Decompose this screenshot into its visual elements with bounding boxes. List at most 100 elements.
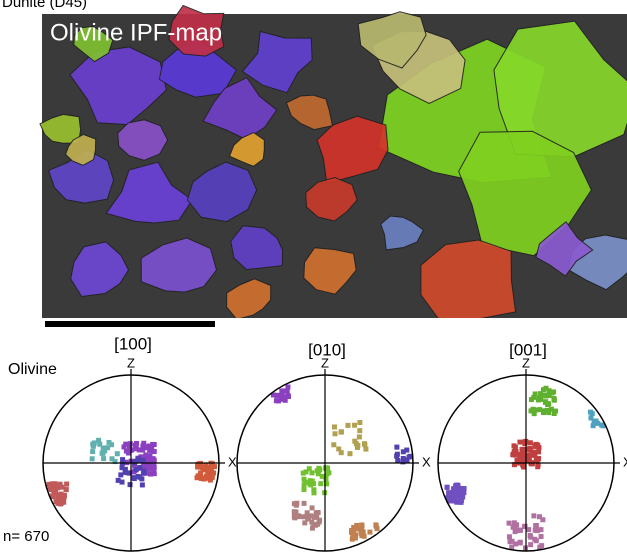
pole-point xyxy=(307,466,312,471)
pole-point xyxy=(352,439,357,444)
pole-point xyxy=(455,483,460,488)
pole-point xyxy=(100,451,105,456)
pole-point xyxy=(292,501,297,506)
pole-point xyxy=(52,481,57,486)
pole-point xyxy=(363,447,368,452)
pole-point xyxy=(513,529,518,534)
pole-point xyxy=(511,443,516,448)
pole-point xyxy=(535,464,540,469)
pole-point xyxy=(199,476,204,481)
pole-point xyxy=(507,521,512,526)
pole-figure: ZX[100] xyxy=(43,334,237,551)
pole-point xyxy=(591,423,596,428)
pole-point xyxy=(536,397,541,402)
pole-point xyxy=(517,440,522,445)
pole-point xyxy=(128,441,133,446)
pole-figure: ZX[001] xyxy=(438,340,627,551)
pole-point xyxy=(531,453,536,458)
pole-point xyxy=(137,447,142,452)
pole-point xyxy=(90,456,95,461)
pole-point xyxy=(444,485,449,490)
pole-point xyxy=(310,526,315,531)
pole-point xyxy=(123,442,128,447)
pole-point xyxy=(293,510,298,515)
pole-point xyxy=(540,517,545,522)
pole-point xyxy=(210,463,215,468)
pole-point xyxy=(333,431,338,436)
pole-point xyxy=(546,410,551,415)
pole-point xyxy=(132,475,137,480)
pole-point xyxy=(394,445,399,450)
pole-point xyxy=(144,453,149,458)
axis-x-label: X xyxy=(623,454,627,469)
pole-point xyxy=(512,520,517,525)
pole-point xyxy=(310,505,315,510)
pole-point xyxy=(533,407,538,412)
pole-point xyxy=(312,490,317,495)
pole-point xyxy=(152,442,157,447)
pole-point xyxy=(195,475,200,480)
pole-point xyxy=(528,440,533,445)
pole-point xyxy=(126,450,131,455)
pole-point xyxy=(59,501,64,506)
pole-point xyxy=(47,486,52,491)
pole-figure: ZX[010] xyxy=(237,340,431,551)
pole-point xyxy=(96,438,101,443)
pole-point xyxy=(317,520,322,525)
pole-point xyxy=(55,494,60,499)
pole-point xyxy=(316,471,321,476)
pole-point xyxy=(395,452,400,457)
pole-point xyxy=(529,408,534,413)
pole-point xyxy=(553,409,558,414)
pole-point xyxy=(324,466,329,471)
pole-point xyxy=(61,495,66,500)
mineral-label: Olivine xyxy=(8,361,57,378)
pole-point xyxy=(460,486,465,491)
pole-point xyxy=(510,539,515,544)
pole-point xyxy=(357,428,362,433)
scale-bar xyxy=(45,321,215,327)
pole-point xyxy=(405,457,410,462)
direction-label: [100] xyxy=(114,334,152,353)
pole-point xyxy=(101,456,106,461)
pole-point xyxy=(375,526,380,531)
pole-point xyxy=(280,393,285,398)
axis-x-label: X xyxy=(228,454,237,469)
pole-point xyxy=(521,463,526,468)
pole-point xyxy=(151,468,156,473)
pole-point xyxy=(357,420,362,425)
pole-point xyxy=(331,442,336,447)
pole-point xyxy=(523,524,528,529)
pole-point xyxy=(460,492,465,497)
pole-point xyxy=(590,411,595,416)
pole-point xyxy=(507,534,512,539)
pole-point xyxy=(332,424,337,429)
pole-point xyxy=(142,470,147,475)
pole-point xyxy=(311,481,316,486)
pole-figures: ZX[100]ZX[010]ZX[001] xyxy=(43,334,627,551)
pole-point xyxy=(353,533,358,538)
figure-title: Dunite (D45) xyxy=(2,0,87,11)
page: Dunite (D45) Olivine IPF-map Olivine n= … xyxy=(0,0,627,556)
pole-point xyxy=(302,501,307,506)
pole-point xyxy=(530,461,535,466)
pole-point xyxy=(533,523,538,528)
pole-point xyxy=(531,513,536,518)
pole-point xyxy=(118,472,123,477)
pole-point xyxy=(205,470,210,475)
pole-point xyxy=(316,510,321,515)
pole-point xyxy=(140,482,145,487)
pole-point xyxy=(198,470,203,475)
pole-point xyxy=(64,487,69,492)
pole-point xyxy=(362,441,367,446)
count-label: n= 670 xyxy=(3,528,49,545)
pole-point xyxy=(517,460,522,465)
pole-point xyxy=(361,529,366,534)
pole-point xyxy=(347,451,352,456)
pole-point xyxy=(318,481,323,486)
pole-point xyxy=(137,465,142,470)
pole-point xyxy=(447,493,452,498)
pole-point xyxy=(357,434,362,439)
pole-point xyxy=(545,402,550,407)
pole-point xyxy=(551,396,556,401)
